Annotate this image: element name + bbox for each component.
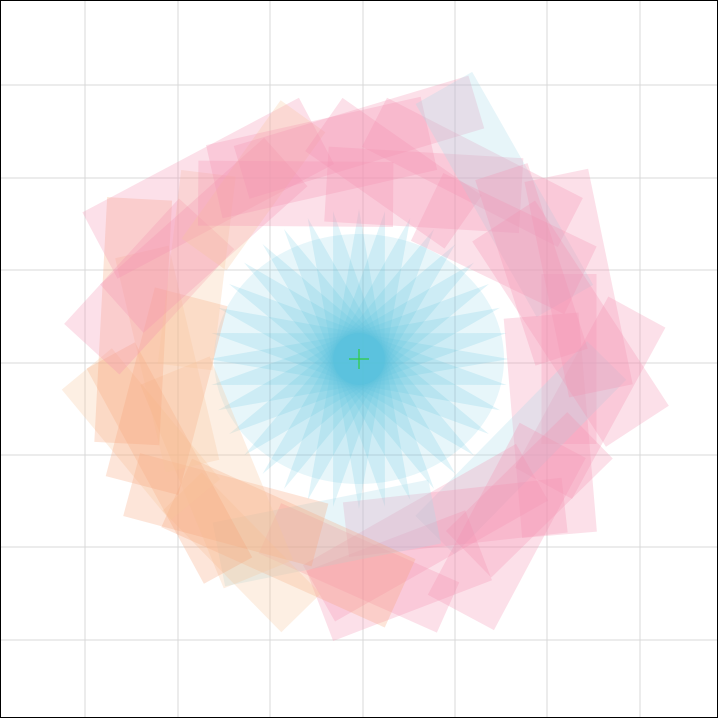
ring-rectangle — [514, 296, 666, 499]
ring-rectangle — [94, 197, 173, 446]
center-crosshair-icon — [349, 349, 369, 369]
ring-rectangle — [197, 160, 394, 227]
ring-rectangle — [162, 472, 321, 633]
ring-rectangle — [503, 312, 597, 538]
ring-rectangle — [306, 510, 492, 641]
ring-rectangle — [445, 412, 613, 578]
ring-rectangle — [212, 479, 441, 587]
ring-rectangle — [427, 422, 586, 631]
ring-rectangle — [342, 477, 568, 557]
ring-rectangle — [472, 200, 669, 447]
ring-rectangle — [115, 245, 220, 473]
ring-rectangle — [410, 173, 597, 315]
ring-rectangle — [123, 453, 329, 567]
ring-rectangle — [161, 458, 416, 628]
ring-rectangle — [233, 75, 485, 199]
ring-rectangle — [324, 146, 524, 234]
ring-rectangle — [258, 503, 460, 633]
ring-rectangle — [302, 443, 549, 622]
ring-rectangle — [86, 342, 253, 584]
ring-rectangle — [100, 137, 308, 333]
ring-rectangle — [64, 198, 235, 375]
ring-rectangle — [206, 96, 438, 219]
ring-rectangle — [361, 97, 583, 247]
outer-rectangle-ring — [61, 71, 669, 641]
ring-rectangle — [140, 356, 294, 589]
ring-rectangle — [82, 97, 335, 279]
ring-rectangle — [415, 71, 594, 317]
ring-rectangle — [305, 97, 482, 249]
ring-rectangle — [415, 341, 627, 555]
ring-rectangle — [61, 348, 221, 521]
ring-rectangle — [105, 287, 228, 496]
ring-rectangle — [524, 168, 633, 398]
ring-rectangle — [181, 100, 326, 271]
ring-rectangle — [475, 163, 588, 366]
ring-rectangle — [157, 170, 236, 371]
ring-rectangle — [541, 274, 597, 444]
